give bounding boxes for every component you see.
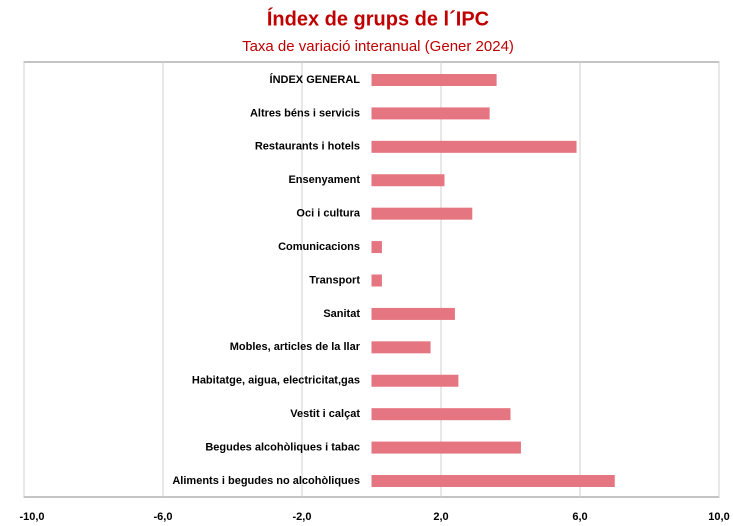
bar xyxy=(371,174,445,187)
bar xyxy=(371,274,382,287)
category-label: Oci i cultura xyxy=(296,208,360,220)
bar xyxy=(371,74,497,86)
bar xyxy=(371,341,431,354)
category-label: Ensenyament xyxy=(288,174,360,186)
category-label: Transport xyxy=(309,274,360,286)
x-tick-label: 2,0 xyxy=(433,511,448,523)
bar xyxy=(371,307,455,320)
category-label: Vestit i calçat xyxy=(290,408,360,420)
bar xyxy=(371,374,459,387)
chart-subtitle: Taxa de variació interanual (Gener 2024) xyxy=(242,38,514,55)
category-label: Begudes alcohòliques i tabac xyxy=(205,441,360,453)
x-tick-label: -2,0 xyxy=(293,511,312,523)
bar xyxy=(371,441,521,454)
x-tick-label: -6,0 xyxy=(154,511,173,523)
x-tick-label: -10,0 xyxy=(19,511,44,523)
bar xyxy=(371,107,490,120)
category-label: Mobles, articles de la llar xyxy=(230,341,361,353)
category-label: Habitatge, aigua, electricitat,gas xyxy=(192,375,360,387)
category-label: Restaurants i hotels xyxy=(255,141,360,153)
bar xyxy=(371,241,382,254)
category-label: Altres béns i servicis xyxy=(250,107,360,119)
bar xyxy=(371,207,473,220)
category-label: Comunicacions xyxy=(278,241,360,253)
x-tick-label: 6,0 xyxy=(572,511,587,523)
x-tick-label: 10,0 xyxy=(708,511,729,523)
bar xyxy=(371,140,577,153)
category-label: ÍNDEX GENERAL xyxy=(270,73,361,86)
chart-title: Índex de grups de l´IPC xyxy=(267,7,489,30)
bar xyxy=(371,408,511,421)
category-label: Aliments i begudes no alcohòliques xyxy=(172,475,360,487)
bar xyxy=(371,475,615,487)
category-label: Sanitat xyxy=(323,308,360,320)
